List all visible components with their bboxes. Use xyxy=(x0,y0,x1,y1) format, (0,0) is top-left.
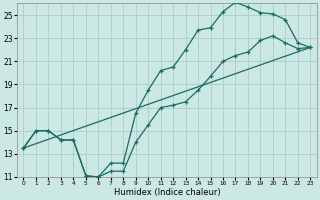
X-axis label: Humidex (Indice chaleur): Humidex (Indice chaleur) xyxy=(114,188,220,197)
